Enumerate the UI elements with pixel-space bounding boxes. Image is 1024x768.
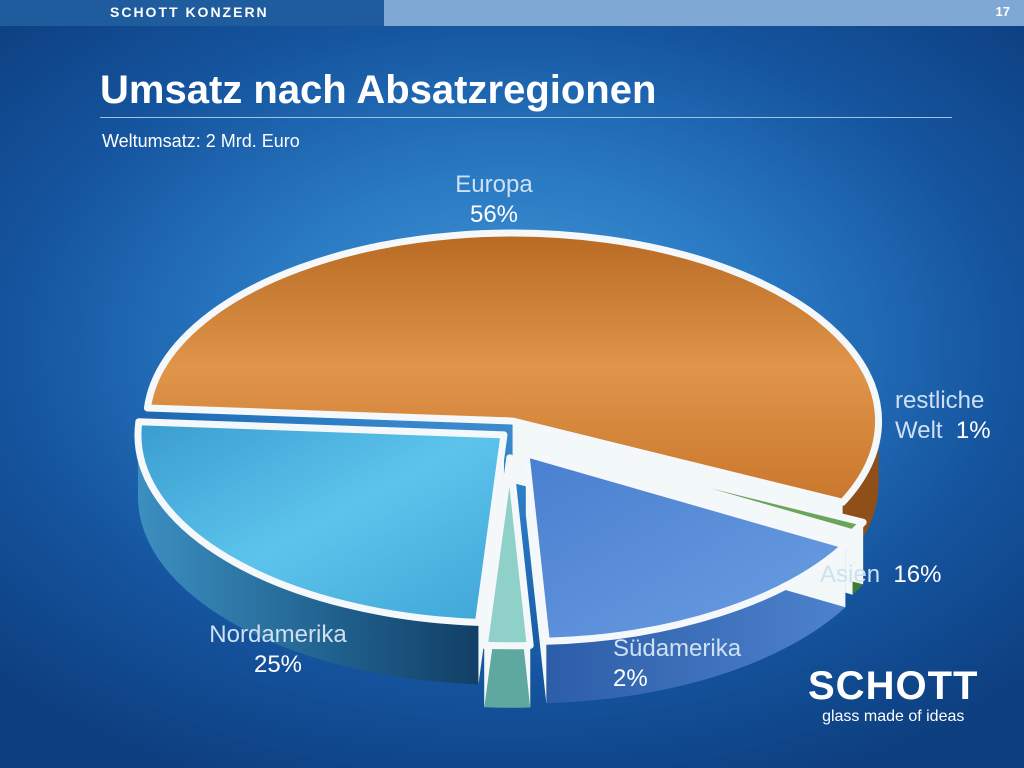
label-suedamerika-value: 2% bbox=[613, 665, 648, 692]
label-europa-name: Europa bbox=[455, 171, 533, 198]
logo-tagline: glass made of ideas bbox=[822, 708, 965, 725]
label-restliche-welt: restliche Welt 1% bbox=[895, 386, 991, 446]
pie-slice-restliche-welt bbox=[529, 437, 867, 537]
pie-slice-suedamerika bbox=[480, 454, 534, 650]
pie-slice-side-asien bbox=[546, 545, 846, 704]
pie-slice-side-nordamerika bbox=[137, 434, 479, 685]
label-europa-value: 56% bbox=[469, 201, 519, 228]
label-restliche-welt-name1: restliche bbox=[895, 387, 985, 414]
label-suedamerika-name: Südamerika bbox=[613, 635, 742, 662]
label-restliche-welt-name2: Welt bbox=[895, 417, 943, 444]
label-europa: Europa 56% bbox=[446, 170, 542, 230]
pie-slice-asien bbox=[522, 450, 849, 645]
label-nordamerika-name: Nordamerika bbox=[209, 621, 347, 648]
title-divider bbox=[100, 117, 952, 118]
pie-slice-nordamerika bbox=[134, 418, 508, 626]
label-suedamerika: Südamerika 2% bbox=[613, 634, 741, 694]
pie-slice-europa bbox=[143, 229, 883, 506]
header-bar-accent bbox=[0, 0, 384, 26]
label-asien-name: Asien bbox=[820, 561, 881, 588]
pie-slice-side-suedamerika bbox=[484, 645, 531, 708]
label-nordamerika: Nordamerika 25% bbox=[205, 620, 351, 680]
label-nordamerika-value: 25% bbox=[253, 651, 303, 678]
schott-logo: SCHOTT glass made of ideas bbox=[808, 666, 978, 728]
label-asien: Asien 16% bbox=[820, 560, 941, 590]
label-asien-value: 16% bbox=[893, 561, 942, 588]
page-subtitle: Weltumsatz: 2 Mrd. Euro bbox=[102, 131, 300, 151]
page-title: Umsatz nach Absatzregionen bbox=[100, 68, 657, 112]
section-label: SCHOTT KONZERN bbox=[110, 4, 269, 20]
logo-wordmark: SCHOTT bbox=[808, 664, 979, 708]
page-number: 17 bbox=[995, 4, 1010, 19]
label-restliche-welt-value: 1% bbox=[955, 417, 991, 444]
